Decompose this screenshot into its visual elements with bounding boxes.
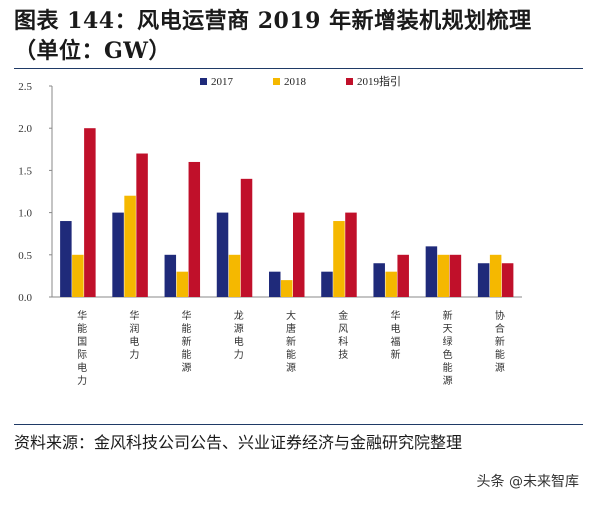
category-label: 华 <box>77 309 87 322</box>
chart-title: 图表 144：风电运营商 2019 年新增装机规划梳理 （单位：GW） <box>14 6 589 66</box>
category-label: 力 <box>77 374 87 387</box>
bar <box>72 254 84 297</box>
category-label: 电 <box>77 361 87 374</box>
category-label: 唐 <box>286 322 296 335</box>
y-tick-label: 2.0 <box>18 123 32 135</box>
category-label: 协 <box>495 309 505 322</box>
chart-title-line1: 图表 144：风电运营商 2019 年新增装机规划梳理 <box>14 8 532 34</box>
source-note: 资料来源：金风科技公司公告、兴业证券经济与金融研究院整理 <box>14 433 463 452</box>
category-label: 源 <box>495 361 505 374</box>
bar <box>269 271 281 297</box>
bar <box>112 212 124 297</box>
y-tick-label: 0.0 <box>18 292 32 304</box>
category-label: 电 <box>390 322 400 335</box>
bar <box>345 212 357 297</box>
category-label: 绿 <box>443 335 453 348</box>
legend-swatch <box>200 78 207 85</box>
category-label: 新 <box>443 309 453 322</box>
bar <box>216 212 229 297</box>
legend-label: 2019指引 <box>357 74 401 88</box>
category-label: 福 <box>390 335 400 348</box>
category-label: 源 <box>286 361 296 374</box>
category-label: 华 <box>129 309 139 322</box>
category-label: 色 <box>443 348 453 361</box>
legend-swatch <box>273 78 280 85</box>
category-label: 能 <box>286 348 296 361</box>
category-label: 电 <box>129 335 139 348</box>
legend-label: 2018 <box>284 76 307 88</box>
category-label: 天 <box>443 324 453 335</box>
category-label: 能 <box>182 348 192 361</box>
category-label: 润 <box>129 322 139 335</box>
category-label: 合 <box>495 322 505 335</box>
category-label: 龙 <box>234 309 244 322</box>
category-label: 际 <box>77 349 87 361</box>
legend-swatch <box>346 78 353 85</box>
bar <box>188 161 201 297</box>
bar <box>501 263 514 297</box>
category-label: 新 <box>286 335 296 348</box>
category-label: 新 <box>390 348 400 361</box>
category-label: 能 <box>77 322 87 335</box>
source-rule <box>14 424 583 425</box>
category-label: 风 <box>338 323 348 335</box>
bar <box>477 263 490 297</box>
bar <box>437 254 450 297</box>
category-label: 华 <box>182 309 192 322</box>
category-label: 力 <box>234 348 244 361</box>
category-label: 能 <box>443 361 453 374</box>
bar <box>176 271 189 297</box>
y-tick-label: 1.5 <box>18 165 32 177</box>
category-label: 力 <box>129 348 139 361</box>
y-tick-label: 0.5 <box>18 250 32 262</box>
legend-label: 2017 <box>211 76 234 88</box>
category-label: 能 <box>495 348 505 361</box>
bar <box>333 221 345 297</box>
bar <box>124 195 136 297</box>
category-label: 源 <box>443 374 453 387</box>
bar <box>385 271 397 297</box>
bar <box>321 271 333 297</box>
bar <box>489 254 502 297</box>
bar <box>240 178 253 297</box>
bar <box>60 221 72 297</box>
category-label: 国 <box>77 336 87 348</box>
bar <box>397 254 409 297</box>
bar <box>449 254 462 297</box>
category-label: 金 <box>338 309 348 322</box>
category-label: 科 <box>338 335 348 348</box>
bar <box>281 280 293 297</box>
category-label: 电 <box>234 335 244 348</box>
bar <box>164 254 177 297</box>
category-label: 技 <box>338 348 348 361</box>
bar-chart: 0.00.51.01.52.02.5华能国际电力华润电力华能新能源龙源电力大唐新… <box>18 74 522 387</box>
bar <box>293 212 305 297</box>
category-label: 大 <box>286 309 296 322</box>
title-rule <box>14 68 583 69</box>
category-label: 能 <box>182 322 192 335</box>
category-label: 新 <box>182 335 192 348</box>
watermark: 头条 @未来智库 <box>472 469 583 493</box>
bar <box>373 263 385 297</box>
category-label: 源 <box>182 361 192 374</box>
bar <box>425 246 438 297</box>
category-label: 新 <box>495 335 505 348</box>
bar <box>136 153 148 297</box>
y-tick-label: 1.0 <box>18 208 32 220</box>
category-label: 源 <box>234 322 244 335</box>
bar <box>84 128 96 297</box>
category-label: 华 <box>390 309 400 322</box>
y-tick-label: 2.5 <box>18 81 32 93</box>
chart-title-line2: （单位：GW） <box>14 38 171 64</box>
bar <box>228 254 241 297</box>
